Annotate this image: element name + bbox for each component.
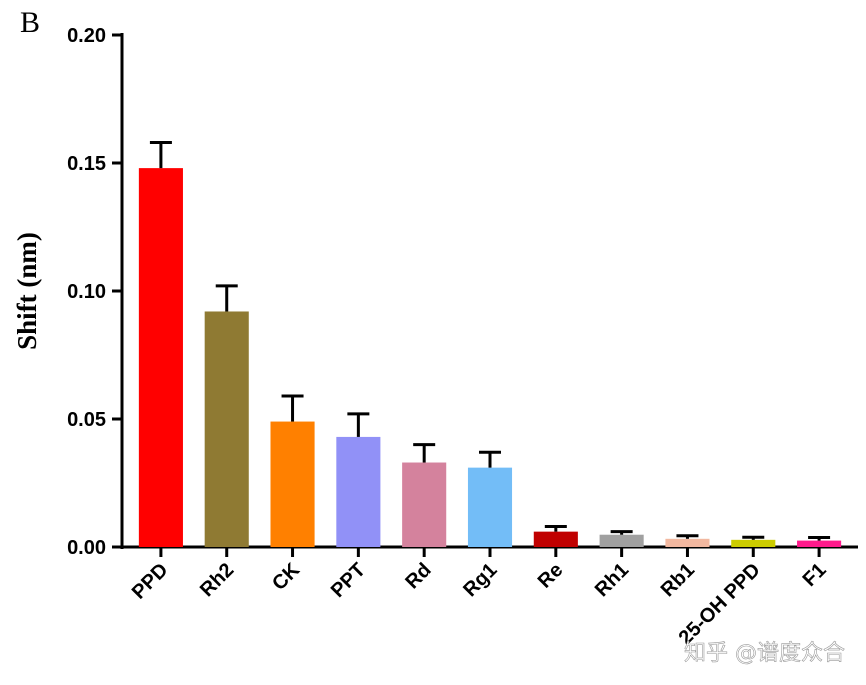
x-tick-label: Rd	[401, 559, 435, 593]
x-tick-label: Rg1	[459, 559, 501, 601]
bar-series	[138, 168, 842, 547]
x-tick-label: Rh2	[196, 559, 238, 601]
x-tick-label: F1	[799, 559, 831, 591]
x-tick-label: PPD	[128, 559, 173, 604]
bar-CK	[270, 421, 315, 547]
y-tick-label: 0.15	[67, 153, 106, 175]
bar-Rg1	[467, 467, 513, 547]
bar-PPD	[138, 168, 183, 547]
error-bars	[149, 141, 831, 541]
bar-PPT	[336, 436, 381, 547]
x-tick-label: Rh1	[591, 559, 633, 601]
bar-25-OH PPD	[731, 539, 776, 547]
panel-label: B	[20, 6, 40, 39]
bar-Rh1	[599, 534, 644, 547]
y-axis-label: Shift (nm)	[12, 232, 42, 350]
watermark: 知乎 @谱度众合	[684, 641, 845, 666]
bar-Rd	[402, 462, 447, 547]
y-axis: 0.00 0.05 0.10 0.15 0.20	[67, 25, 124, 559]
y-tick-label: 0.00	[67, 537, 106, 559]
x-tick-label: Rb1	[657, 559, 699, 601]
x-tick-label: Re	[534, 559, 568, 593]
bar-Re	[533, 531, 578, 547]
bar-F1	[797, 540, 842, 547]
y-tick-label: 0.20	[67, 25, 106, 47]
y-tick-label: 0.05	[67, 409, 106, 431]
x-axis	[120, 545, 858, 557]
bar-Rb1	[665, 538, 710, 547]
x-tick-label: PPT	[327, 559, 370, 602]
y-tick-label: 0.10	[67, 281, 106, 303]
bar-Rh2	[204, 311, 249, 547]
x-tick-label: CK	[268, 559, 304, 595]
